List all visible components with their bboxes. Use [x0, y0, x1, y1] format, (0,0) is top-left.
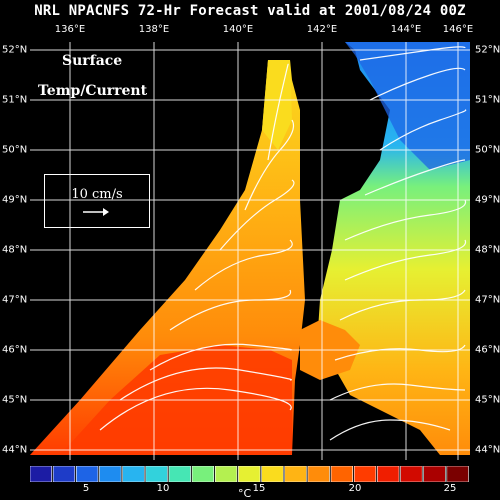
lon-label-142e: 142°E: [306, 24, 338, 35]
lat-label-50n: 50°N: [2, 144, 28, 156]
okhotsk-cold-band: [345, 42, 470, 170]
lat-label-48n: 48°N: [2, 244, 28, 256]
tatar-strait-field: [262, 60, 292, 150]
colorbar-swatch: [145, 466, 168, 482]
colorbar-swatch: [99, 466, 122, 482]
lat-label-46n: 46°N: [2, 344, 28, 356]
lat-label-right-45n: 45°N: [475, 394, 500, 406]
colorbar-tick-5: 5: [82, 483, 90, 494]
colorbar-swatch: [284, 466, 307, 482]
colorbar-tick-15: 15: [252, 483, 266, 494]
lat-label-45n: 45°N: [2, 394, 28, 406]
colorbar-tick-10: 10: [156, 483, 170, 494]
scale-vector-box: 10 cm/s: [44, 174, 150, 228]
surface-label: Surface: [62, 53, 123, 69]
scale-vector-label: 10 cm/s: [71, 187, 123, 202]
lat-label-47n: 47°N: [2, 294, 28, 306]
lat-label-right-47n: 47°N: [475, 294, 500, 306]
lat-label-51n: 51°N: [2, 94, 28, 106]
lat-label-52n: 52°N: [2, 44, 28, 56]
colorbar-swatch: [76, 466, 99, 482]
colorbar-swatch: [330, 466, 354, 482]
colorbar-tick-25: 25: [443, 483, 457, 494]
temperature-colorbar: [30, 466, 469, 482]
colorbar-swatch: [191, 466, 215, 482]
colorbar-swatch: [446, 466, 469, 482]
colorbar-swatch: [52, 466, 76, 482]
lon-label-138e: 138°E: [138, 24, 170, 35]
lon-label-140e: 140°E: [222, 24, 254, 35]
colorbar-swatch: [238, 466, 261, 482]
lat-label-right-48n: 48°N: [475, 244, 500, 256]
lat-label-right-50n: 50°N: [475, 144, 500, 156]
lon-label-144e: 144°E: [390, 24, 422, 35]
colorbar-swatch: [168, 466, 191, 482]
map-title: NRL NPACNFS 72-Hr Forecast valid at 2001…: [34, 3, 466, 19]
lat-label-49n: 49°N: [2, 194, 28, 206]
colorbar-tick-20: 20: [348, 483, 362, 494]
colorbar-swatch: [377, 466, 400, 482]
lat-label-right-51n: 51°N: [475, 94, 500, 106]
colorbar-unit: °C: [238, 487, 252, 500]
current-streamlines: [99, 46, 467, 441]
lat-label-right-44n: 44°N: [475, 444, 500, 456]
scale-arrow-icon: [83, 208, 109, 216]
colorbar-swatch: [30, 466, 52, 482]
lat-label-right-46n: 46°N: [475, 344, 500, 356]
lon-label-136e: 136°E: [54, 24, 86, 35]
lat-label-44n: 44°N: [2, 444, 28, 456]
lat-label-right-49n: 49°N: [475, 194, 500, 206]
colorbar-swatch: [261, 466, 284, 482]
temp-current-label: Temp/Current: [38, 83, 148, 99]
colorbar-swatch: [353, 466, 377, 482]
colorbar-swatch: [423, 466, 446, 482]
lon-label-146e: 146°E: [442, 24, 474, 35]
lat-label-right-52n: 52°N: [475, 44, 500, 56]
colorbar-swatch: [214, 466, 238, 482]
colorbar-swatch: [122, 466, 145, 482]
colorbar-swatch: [400, 466, 423, 482]
colorbar-swatch: [307, 466, 330, 482]
